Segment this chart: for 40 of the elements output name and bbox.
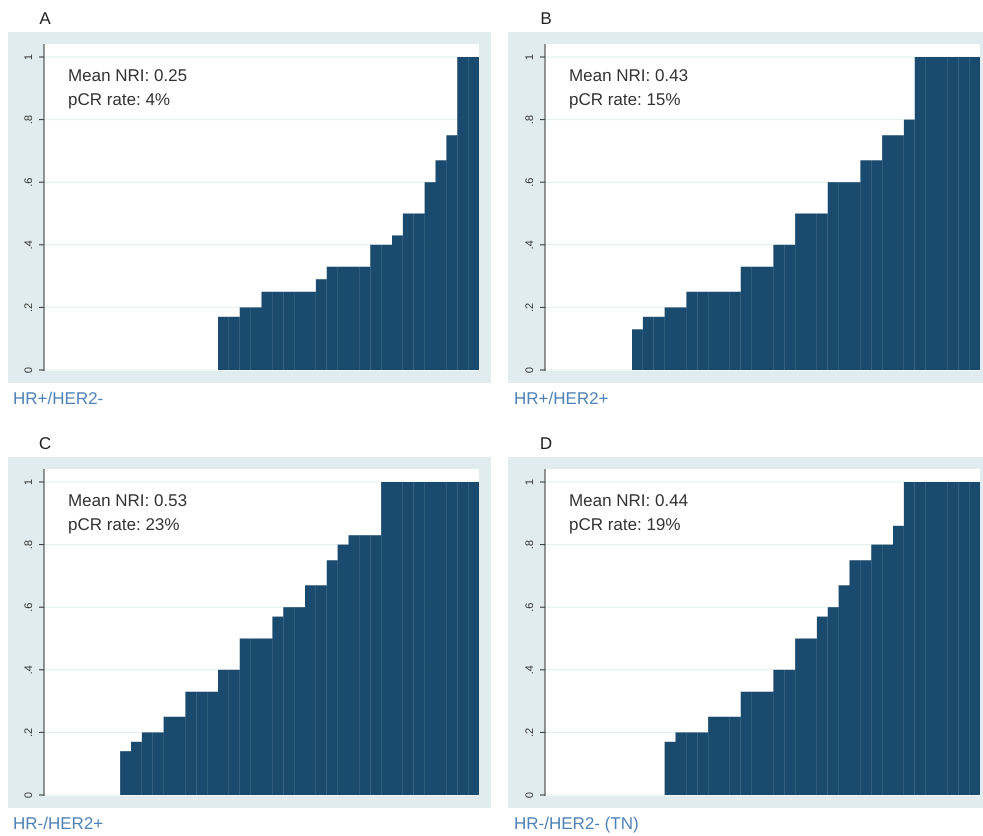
y-tick-label: .4	[23, 665, 35, 674]
y-tick-label: 0	[23, 366, 35, 374]
y-tick-label: .2	[23, 728, 35, 737]
chart-title: C	[38, 434, 52, 453]
y-tick-label: 1	[524, 54, 536, 60]
y-tick-label: 0	[524, 366, 536, 374]
text: HR-/HER2- (TN)	[514, 814, 639, 833]
y-tick-label: .8	[524, 115, 536, 124]
text: HR-/HER2+	[13, 814, 104, 833]
y-tick-label: .8	[524, 540, 536, 550]
y-tick-label: .4	[524, 665, 536, 674]
annotation: pCR rate: 23%	[68, 515, 180, 534]
y-tick-label: 0	[524, 792, 536, 798]
y-tick-label: 1	[23, 54, 35, 60]
text: HR+/HER2-	[13, 389, 104, 408]
y-tick-label: .4	[524, 240, 536, 250]
y-tick-label: .6	[23, 178, 35, 187]
y-tick-label: .6	[23, 602, 35, 612]
annotation: Mean NRI: 0.43	[569, 66, 688, 85]
chart-title: D	[540, 434, 552, 453]
annotation: Mean NRI: 0.44	[569, 491, 688, 510]
annotation: Mean NRI: 0.53	[68, 491, 188, 510]
y-tick-label: .4	[23, 240, 35, 250]
annotation: Mean NRI: 0.25	[68, 66, 188, 85]
chart-title: A	[39, 9, 52, 28]
y-tick-label: 0	[23, 792, 35, 798]
y-tick-label: .8	[23, 540, 35, 550]
y-tick-label: .8	[23, 115, 35, 124]
y-tick-label: .2	[524, 302, 536, 312]
y-tick-label: .6	[524, 602, 536, 612]
y-tick-label: 1	[23, 478, 35, 486]
annotation: pCR rate: 15%	[569, 90, 680, 109]
annotation: pCR rate: 19%	[569, 515, 680, 534]
text: HR+/HER2+	[514, 389, 609, 408]
y-tick-label: .6	[524, 178, 536, 187]
chart-title: B	[540, 9, 552, 28]
annotation: pCR rate: 4%	[68, 90, 170, 109]
y-tick-label: .2	[524, 728, 536, 737]
y-tick-label: 1	[524, 478, 536, 486]
y-tick-label: .2	[23, 302, 35, 312]
